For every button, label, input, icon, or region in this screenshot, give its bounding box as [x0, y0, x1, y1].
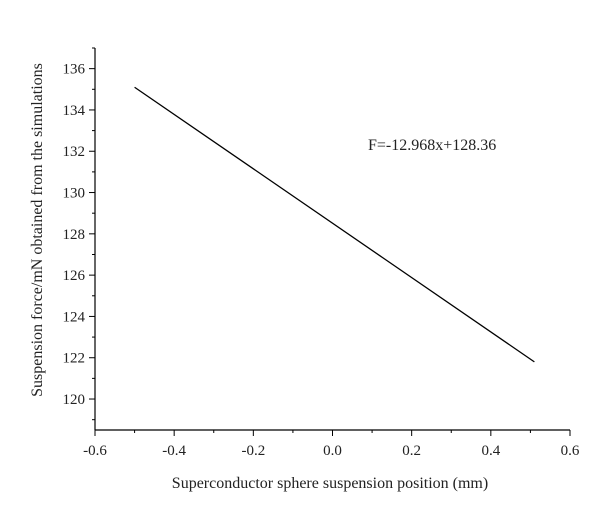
series-layer — [134, 86, 535, 363]
x-tick-label: -0.4 — [162, 443, 186, 459]
x-tick-label: -0.2 — [241, 443, 265, 459]
y-tick-label: 134 — [63, 103, 86, 119]
x-tick-label: 0.2 — [402, 443, 421, 459]
y-tick-label: 128 — [63, 227, 86, 243]
y-tick-label: 130 — [63, 186, 86, 202]
x-tick-label: 0.6 — [561, 443, 580, 459]
y-tick-label: 120 — [63, 392, 86, 408]
series-line — [134, 86, 535, 363]
y-tick-label: 132 — [63, 144, 86, 160]
plot-frame — [94, 48, 570, 431]
x-tick-label: 0.4 — [481, 443, 500, 459]
y-axis-title: Suspension force/mN obtained from the si… — [29, 63, 46, 397]
y-tick-label: 136 — [63, 62, 86, 78]
y-tick-label: 122 — [63, 351, 86, 367]
y-axis-ticks: 120 122 124 126 128 130 132 134 136 — [63, 47, 95, 421]
x-tick-label: 0.0 — [323, 443, 342, 459]
x-axis-ticks: -0.6 -0.4 -0.2 0.0 0.2 0.4 0.6 — [83, 430, 580, 459]
y-tick-label: 124 — [63, 309, 86, 325]
y-tick-label: 126 — [63, 268, 86, 284]
x-axis-title: Superconductor sphere suspension positio… — [172, 475, 488, 492]
x-tick-label: -0.6 — [83, 443, 107, 459]
equation-annotation: F=-12.968x+128.36 — [368, 137, 496, 154]
